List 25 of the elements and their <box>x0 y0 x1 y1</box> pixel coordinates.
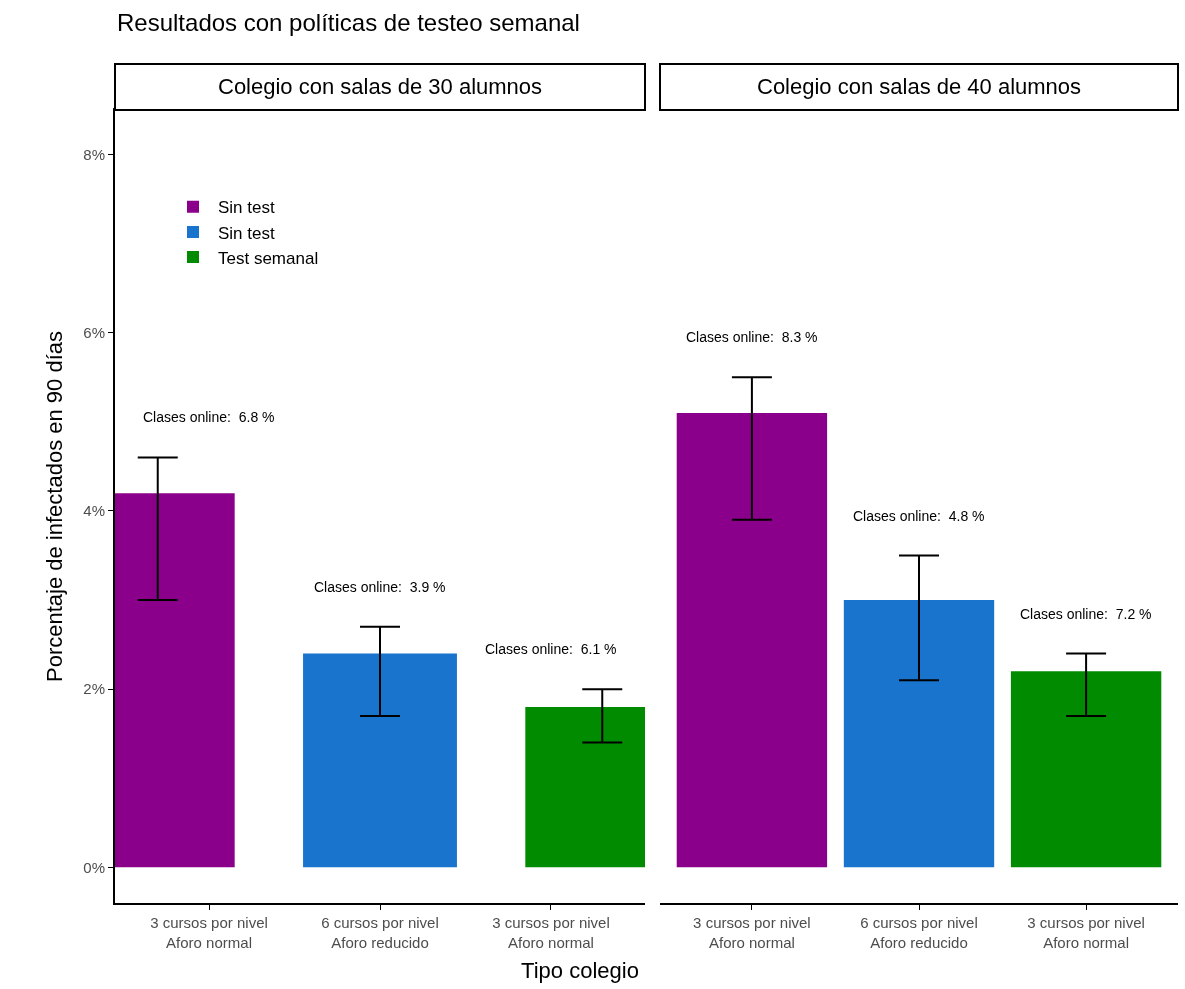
annotation: Clases online: 4.8 % <box>853 508 985 524</box>
annotation: Clases online: 6.8 % <box>143 409 275 425</box>
y-axis-title: Porcentaje de infectados en 90 días <box>41 330 67 683</box>
legend-label: Test semanal <box>218 248 319 268</box>
x-tick-label: 3 cursos por nivel Aforo normal <box>693 914 811 951</box>
annotation: Clases online: 7.2 % <box>1020 606 1152 622</box>
y-tick-label: 4% <box>83 502 105 520</box>
annotation: Clases online: 3.9 % <box>314 579 446 595</box>
y-tick-label: 0% <box>83 858 105 876</box>
x-axis-title: Tipo colegio <box>520 958 640 984</box>
chart-subtitle: Colegio con salas de 30 alumnos <box>218 74 543 99</box>
annotation: Clases online: 8.3 % <box>686 329 818 345</box>
legend-label: Sin test <box>218 223 275 243</box>
y-tick-label: 8% <box>83 145 105 163</box>
x-tick-label: 3 cursos por nivel Aforo normal <box>150 914 268 951</box>
y-tick-label: 6% <box>83 324 105 341</box>
x-tick-label: 6 cursos por nivel Aforo reducido <box>321 914 439 951</box>
legend-label: Sin test <box>218 198 275 218</box>
x-tick-label: 3 cursos por nivel Aforo normal <box>492 914 610 951</box>
x-tick-label: 3 cursos por nivel Aforo normal <box>1027 914 1145 951</box>
chart-title: Resultados con políticas de testeo semanal <box>117 9 580 36</box>
annotation: Clases online: 6.1 % <box>485 641 617 657</box>
y-tick-label: 2% <box>83 680 105 698</box>
chart-subtitle: Colegio con salas de 40 alumnos <box>757 74 1082 99</box>
x-tick-label: 6 cursos por nivel Aforo reducido <box>860 914 978 951</box>
